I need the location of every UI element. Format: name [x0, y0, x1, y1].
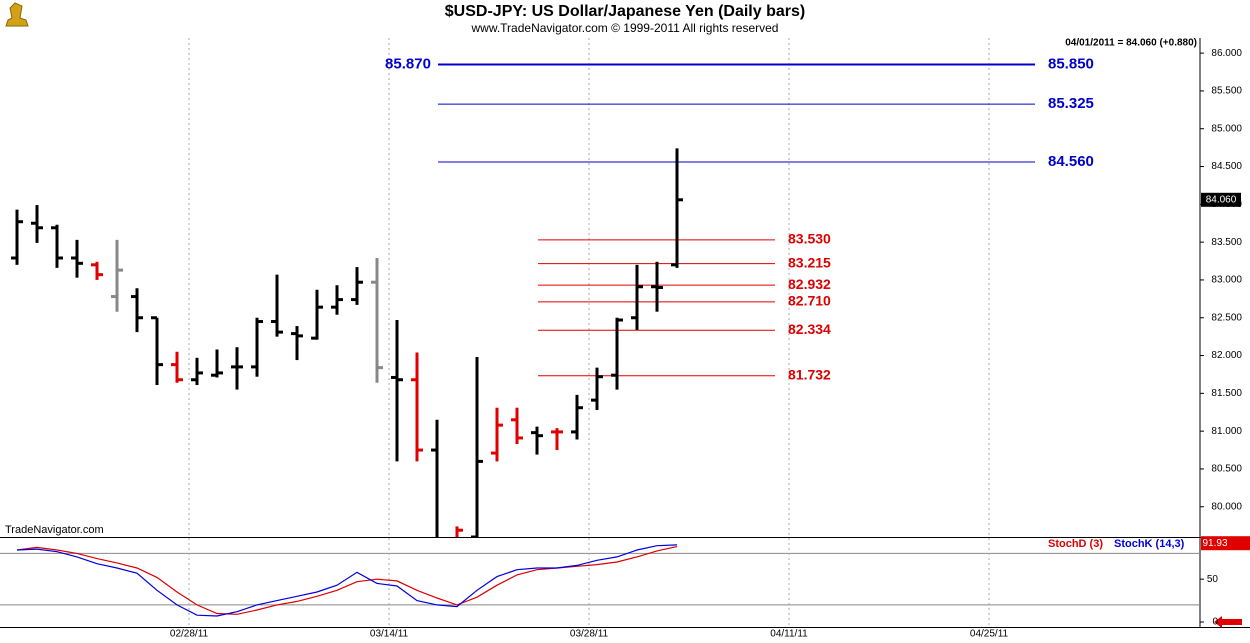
- y-tick-label: 81.000: [1211, 426, 1242, 437]
- ohlc-bar: [371, 258, 383, 383]
- ohlc-bar: [171, 351, 183, 383]
- ohlc-bar: [11, 209, 23, 265]
- ohlc-bar: [611, 317, 623, 390]
- ohlc-bar: [551, 428, 563, 451]
- y-tick-label: 82.000: [1211, 350, 1242, 361]
- scroll-arrow[interactable]: [1214, 616, 1242, 628]
- x-tick-label: 03/14/11: [370, 629, 409, 640]
- ohlc-bar: [151, 316, 163, 386]
- watermark: TradeNavigator.com: [5, 524, 104, 536]
- legend-entry: StochD (3): [1048, 538, 1103, 550]
- ohlc-bar: [411, 352, 423, 462]
- ohlc-bar: [311, 289, 323, 340]
- legend-entry: StochK (14,3): [1114, 538, 1185, 550]
- ohlc-bar: [131, 288, 143, 333]
- x-tick-label: 04/11/11: [770, 629, 808, 640]
- y-tick-label: 83.000: [1211, 275, 1242, 286]
- ohlc-bar: [91, 261, 103, 280]
- price-box: [1201, 192, 1241, 207]
- ohlc-bar: [591, 367, 603, 410]
- y-tick-label: 80.500: [1211, 464, 1242, 475]
- y-tick-label: 50: [1207, 574, 1219, 585]
- y-tick-label: 81.500: [1211, 388, 1242, 399]
- y-tick-label: 84.500: [1211, 161, 1242, 172]
- level-label: 85.850: [1048, 55, 1094, 72]
- ohlc-bar: [31, 205, 43, 243]
- ohlc-bar: [455, 526, 463, 537]
- ohlc-bar: [511, 407, 523, 445]
- ohlc-bar: [571, 394, 583, 440]
- level-label: 82.710: [788, 293, 831, 309]
- ohlc-bar: [631, 264, 643, 330]
- ohlc-bar: [331, 285, 343, 315]
- ohlc-bar: [431, 419, 439, 537]
- x-tick-label: 02/28/11: [170, 629, 209, 640]
- level-label: 81.732: [788, 367, 831, 383]
- level-label: 85.325: [1048, 95, 1094, 112]
- ohlc-bar: [651, 261, 663, 312]
- ohlc-bar: [391, 320, 403, 462]
- readout-box: [1201, 536, 1250, 551]
- level-label: 82.932: [788, 276, 831, 292]
- chart-subtitle: www.TradeNavigator.com © 1999-2011 All r…: [471, 21, 779, 35]
- level-label: 83.215: [788, 254, 831, 270]
- ohlc-bar: [111, 239, 123, 312]
- ohlc-bar: [191, 357, 203, 386]
- y-tick-label: 0: [1212, 617, 1218, 628]
- ohlc-bar: [531, 426, 543, 455]
- x-tick-label: 04/25/11: [970, 629, 1009, 640]
- price-box-label: 84.060: [1206, 194, 1237, 205]
- ohlc-bar: [491, 407, 503, 462]
- ohlc-bar: [231, 347, 243, 390]
- level-label: 83.530: [788, 231, 831, 247]
- stoch-line: [16, 544, 678, 617]
- stoch-lines: [16, 544, 678, 617]
- level-label: 82.334: [788, 321, 831, 337]
- level-label: 84.560: [1048, 153, 1094, 170]
- readout-label: 91.93: [1202, 538, 1227, 549]
- bars: [11, 148, 683, 537]
- y-tick-label: 85.000: [1211, 123, 1242, 134]
- ohlc-bar: [671, 148, 683, 268]
- y-tick-label: 83.500: [1211, 237, 1242, 248]
- y-tick-label: 85.500: [1211, 86, 1242, 97]
- ohlc-bar: [51, 224, 63, 268]
- level-note: 85.870: [385, 55, 431, 72]
- ohlc-bar: [251, 317, 263, 377]
- ohlc-bar: [211, 349, 223, 378]
- chart-title: $USD-JPY: US Dollar/Japanese Yen (Daily …: [445, 3, 805, 20]
- ohlc-bar: [351, 267, 363, 305]
- y-tick-label: 80.000: [1211, 501, 1242, 512]
- ohlc-bar: [471, 357, 483, 537]
- ohlc-bar: [291, 326, 303, 361]
- ohlc-bar: [271, 274, 283, 337]
- readout: 04/01/2011 = 84.060 (+0.880): [1065, 38, 1197, 49]
- x-tick-label: 03/28/11: [570, 629, 609, 640]
- logo: [5, 2, 29, 27]
- y-tick-label: 82.500: [1211, 312, 1242, 323]
- ohlc-bar: [71, 239, 83, 278]
- y-tick-label: 86.000: [1211, 48, 1242, 59]
